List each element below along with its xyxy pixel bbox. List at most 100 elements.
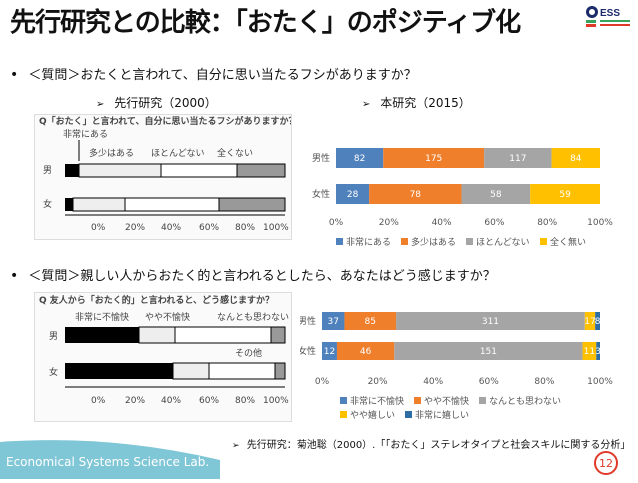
page-number: 12	[594, 451, 618, 475]
chart1-x-tick: 20%	[379, 218, 399, 228]
chart2-x-tick: 100%	[587, 377, 613, 387]
chart2-x-tick: 20%	[368, 377, 388, 387]
chart1-bar-segment	[369, 184, 462, 204]
reference-text: 先行研究：菊池聡（2000）.「「おたく」ステレオタイプと社会スキルに関する分析…	[246, 440, 631, 451]
curr-study-chart-1: 男性 82 175 117 84 女性 28 78 58 59 0% 20% 40% 60% 80% 100%…	[312, 148, 613, 248]
chart2-bar-value: 85	[365, 317, 376, 327]
bullet-2: •	[10, 268, 19, 284]
chart1-legend-swatch	[336, 238, 343, 245]
chart2-x-tick: 40%	[423, 377, 443, 387]
chart1-bar-value: 175	[425, 154, 442, 164]
chart1-bar-value: 28	[347, 190, 359, 200]
arrow-bullet-icon: ➢	[96, 99, 105, 110]
chart1-bar-segment	[336, 184, 370, 204]
scan2-legend-2: やや不愉快	[145, 311, 190, 323]
chart1-bar-value: 82	[354, 154, 365, 164]
curr-study-chart-2: 男性 37 85 311 178 女性 12 46 151 11 3 0% 20% 40% 60% 80% 10…	[300, 312, 613, 421]
scan2-axis-80: 80%	[235, 396, 255, 406]
chart2-category-label: 女性	[300, 345, 316, 357]
prev-study-figure-1: Q「おたく」と言われて、自分に思い当たるフシがありますか？ 非常にある 多少はあ…	[34, 114, 297, 240]
scan2-axis-100: 100%	[263, 396, 289, 406]
chart2-bar-value: 8	[595, 317, 601, 327]
question-1-text: ＜質問＞おたくと言われて、自分に思い当たるフシがありますか？	[28, 68, 417, 83]
chart2-bar-segment	[394, 342, 583, 360]
footer-text: Economical Systems Science Lab.	[6, 455, 209, 469]
chart2-bar-segment	[584, 312, 596, 330]
chart1-bar-value: 78	[410, 190, 422, 200]
chart2-bar-segment	[322, 312, 345, 330]
scan1-legend-3: ほとんどない	[151, 148, 205, 159]
chart2-bar-segment	[336, 342, 395, 360]
curr-study-label: ➢ 本研究（2015）	[362, 94, 471, 111]
chart2-bar-value: 11	[584, 347, 595, 357]
scan1-axis-80: 80%	[235, 223, 255, 233]
chart2-legend-label: 非常に不愉快	[350, 395, 404, 407]
footer-wave	[0, 440, 220, 479]
scan2-axis-20: 20%	[125, 396, 145, 406]
chart2-legend-label: やや嬉しい	[350, 409, 395, 421]
scan2-axis-60: 60%	[199, 396, 219, 406]
logo-text: ESS	[600, 8, 620, 19]
scan1-header: Q「おたく」と言われて、自分に思い当たるフシがありますか？	[39, 115, 291, 127]
chart1-bar-value: 58	[490, 190, 502, 200]
arrow-bullet-icon: ➢	[232, 441, 240, 451]
prev-study-label: ➢ 先行研究（2000）	[96, 94, 217, 111]
chart2-bar-value: 3	[595, 347, 601, 357]
chart2-x-tick: 80%	[534, 377, 554, 387]
chart2-bar-segment	[322, 342, 337, 360]
chart1-x-tick: 100%	[587, 218, 613, 228]
scan1-legend-2: 多少はある	[89, 147, 134, 159]
scan1-axis-20: 20%	[125, 223, 145, 233]
chart2-x-tick: 60%	[479, 377, 499, 387]
scan1-axis-0: 0%	[91, 223, 106, 233]
page-number-text: 12	[599, 456, 613, 470]
chart1-x-tick: 60%	[484, 218, 504, 228]
chart1-legend-label: 非常にある	[346, 236, 391, 248]
chart1-x-tick: 0%	[329, 218, 344, 228]
footer-band: Economical Systems Science Lab.	[0, 436, 220, 479]
chart1-legend-swatch	[401, 238, 408, 245]
scan2-row-male: 男	[49, 331, 58, 342]
chart1-bar-segment	[551, 148, 600, 168]
scan1-axis-60: 60%	[199, 223, 219, 233]
chart2-legend-label: なんとも思わない	[489, 396, 561, 407]
scan1-axis-100: 100%	[263, 223, 289, 233]
scan1-axis-40: 40%	[161, 223, 181, 233]
chart1-bar-value: 84	[570, 154, 582, 164]
chart2-legend-swatch	[414, 397, 421, 404]
chart2-legend-swatch	[405, 411, 412, 418]
reference-note: ➢ 先行研究：菊池聡（2000）.「「おたく」ステレオタイプと社会スキルに関する…	[232, 436, 630, 451]
arrow-bullet-icon: ➢	[362, 99, 371, 110]
chart2-legend-swatch	[340, 397, 347, 404]
chart1-bar-value: 117	[509, 154, 526, 164]
chart1-category-label: 女性	[312, 188, 330, 200]
scan1-legend-1: 非常にある	[63, 128, 108, 140]
chart2-bar-segment	[595, 312, 600, 330]
chart1-legend-swatch	[540, 238, 547, 245]
question-2: • ＜質問＞親しい人からおたく的と言われるとしたら、あなたはどう感じますか？	[10, 265, 496, 284]
scan2-legend-4: その他	[235, 347, 262, 359]
question-1: • ＜質問＞おたくと言われて、自分に思い当たるフシがありますか？	[10, 64, 417, 83]
chart2-bar-value: 151	[480, 347, 497, 357]
curr-study-text: 本研究（2015）	[380, 96, 471, 110]
chart2-category-label: 男性	[300, 315, 316, 327]
chart2-bar-segment	[582, 342, 597, 360]
chart1-category-label: 男性	[312, 152, 330, 164]
chart1-x-tick: 80%	[537, 218, 557, 228]
chart1-bar-segment	[336, 148, 384, 168]
chart2-legend-label: 非常に嬉しい	[415, 409, 469, 421]
scan2-row-female: 女	[49, 366, 58, 378]
scan2-header: Q 友人から「おたく的」と言われると、どう感じますか？	[39, 294, 274, 306]
scan1-row-male: 男	[43, 165, 52, 176]
chart1-bar-segment	[461, 184, 531, 204]
prev-study-figure-2: Q 友人から「おたく的」と言われると、どう感じますか？ 非常に不愉快 やや不愉快…	[34, 292, 292, 422]
scan2-axis-40: 40%	[161, 396, 181, 406]
chart2-x-tick: 0%	[315, 377, 330, 387]
chart1-legend-label: 多少はある	[411, 236, 456, 248]
chart2-bar-value: 46	[360, 347, 372, 357]
scan2-axis-0: 0%	[91, 396, 106, 406]
chart2-bar-segment	[596, 342, 600, 360]
scan1-row-female: 女	[43, 198, 52, 210]
chart2-bar-segment	[396, 312, 585, 330]
chart1-x-tick: 40%	[432, 218, 452, 228]
